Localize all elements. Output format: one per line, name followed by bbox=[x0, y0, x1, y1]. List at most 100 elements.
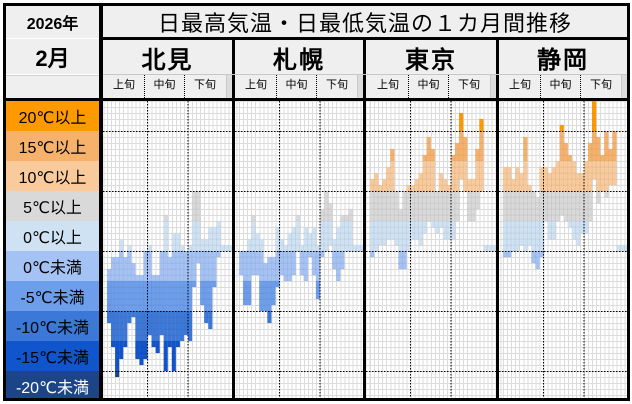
day-bar bbox=[442, 178, 448, 240]
temp-cell bbox=[118, 292, 124, 300]
day-bar bbox=[624, 244, 627, 252]
temp-cell bbox=[183, 280, 189, 288]
temp-cell bbox=[369, 208, 375, 216]
temp-cell bbox=[373, 232, 379, 240]
temp-cell bbox=[466, 196, 472, 204]
temp-cell bbox=[203, 238, 209, 246]
temp-cell bbox=[624, 244, 627, 252]
temp-cell bbox=[360, 244, 363, 252]
temp-cell bbox=[430, 148, 436, 156]
temp-cell bbox=[373, 184, 379, 192]
temp-cell bbox=[450, 226, 456, 234]
temp-cell bbox=[216, 232, 221, 240]
temp-cell bbox=[377, 220, 383, 228]
temp-cell bbox=[127, 280, 132, 288]
temp-cell bbox=[122, 268, 128, 276]
day-bar bbox=[479, 118, 484, 192]
temp-cell bbox=[208, 256, 213, 264]
temp-cell bbox=[410, 214, 415, 222]
temp-cell bbox=[127, 304, 132, 312]
temp-cell bbox=[287, 268, 292, 276]
temp-cell bbox=[299, 244, 305, 252]
temp-cell bbox=[559, 124, 565, 132]
temp-cell bbox=[187, 244, 193, 252]
temp-cell bbox=[385, 214, 391, 222]
temp-cell bbox=[323, 214, 329, 222]
temp-cell bbox=[506, 172, 512, 180]
day-bar bbox=[283, 244, 288, 282]
temp-cell bbox=[551, 196, 556, 204]
temp-cell bbox=[426, 208, 432, 216]
temp-cell bbox=[414, 196, 419, 204]
temp-cell bbox=[535, 244, 540, 252]
temp-cell bbox=[279, 268, 284, 276]
temp-cell bbox=[471, 214, 476, 222]
day-bar bbox=[151, 274, 156, 348]
temp-cell bbox=[418, 232, 423, 240]
temp-cell bbox=[106, 304, 112, 312]
temp-cell bbox=[143, 268, 148, 276]
temp-cell bbox=[303, 256, 309, 264]
temp-cell bbox=[259, 304, 264, 312]
temp-cell bbox=[604, 178, 609, 186]
temp-cell bbox=[434, 196, 440, 204]
temp-cell bbox=[135, 298, 140, 306]
temp-cell bbox=[479, 172, 484, 180]
day-bar bbox=[143, 250, 148, 360]
temp-cell bbox=[475, 184, 480, 192]
temp-cell bbox=[143, 292, 148, 300]
temp-cell bbox=[579, 172, 585, 180]
temp-cell bbox=[385, 196, 391, 204]
day-bar bbox=[187, 244, 193, 342]
day-bar bbox=[471, 178, 476, 222]
temp-cell bbox=[135, 322, 140, 330]
temp-cell bbox=[612, 154, 617, 162]
frame-left bbox=[3, 3, 6, 401]
temp-cell bbox=[402, 262, 407, 270]
temp-cell bbox=[135, 304, 140, 312]
temp-cell bbox=[563, 208, 569, 216]
temp-cell bbox=[175, 322, 181, 330]
temp-cell bbox=[426, 184, 432, 192]
temp-cell bbox=[135, 352, 140, 360]
temp-cell bbox=[471, 208, 476, 216]
temp-cell bbox=[373, 226, 379, 234]
temp-cell bbox=[430, 220, 436, 228]
temp-cell bbox=[114, 304, 120, 312]
temp-cell bbox=[195, 208, 201, 216]
temp-cell bbox=[442, 208, 448, 216]
temp-cell bbox=[523, 172, 528, 180]
temp-cell bbox=[242, 298, 248, 306]
temp-cell bbox=[483, 244, 488, 252]
temp-cell bbox=[122, 274, 128, 282]
temp-cell bbox=[591, 136, 597, 144]
temp-cell bbox=[604, 130, 609, 138]
temp-cell bbox=[323, 220, 329, 228]
temp-cell bbox=[506, 178, 512, 186]
temp-cell bbox=[135, 286, 140, 294]
temp-cell bbox=[122, 280, 128, 288]
temp-cell bbox=[163, 238, 169, 246]
temp-cell bbox=[462, 184, 468, 192]
temp-cell bbox=[523, 208, 528, 216]
temp-cell bbox=[250, 244, 256, 252]
temp-cell bbox=[323, 196, 329, 204]
temp-cell bbox=[208, 280, 213, 288]
temp-cell bbox=[195, 202, 201, 210]
temp-cell bbox=[163, 340, 169, 348]
temp-cell bbox=[259, 292, 264, 300]
temp-cell bbox=[591, 166, 597, 174]
day-bar bbox=[139, 274, 144, 366]
temp-cell bbox=[551, 178, 556, 186]
temp-cell bbox=[271, 286, 276, 294]
band-label: 15℃以上 bbox=[6, 131, 99, 161]
day-bar bbox=[491, 244, 496, 252]
temp-cell bbox=[373, 244, 379, 252]
temp-cell bbox=[195, 220, 201, 228]
temp-cell bbox=[591, 106, 597, 114]
temp-cell bbox=[543, 202, 548, 210]
temp-cell bbox=[183, 256, 189, 264]
temp-cell bbox=[250, 220, 256, 228]
temp-cell bbox=[567, 208, 573, 216]
temp-cell bbox=[147, 292, 152, 300]
